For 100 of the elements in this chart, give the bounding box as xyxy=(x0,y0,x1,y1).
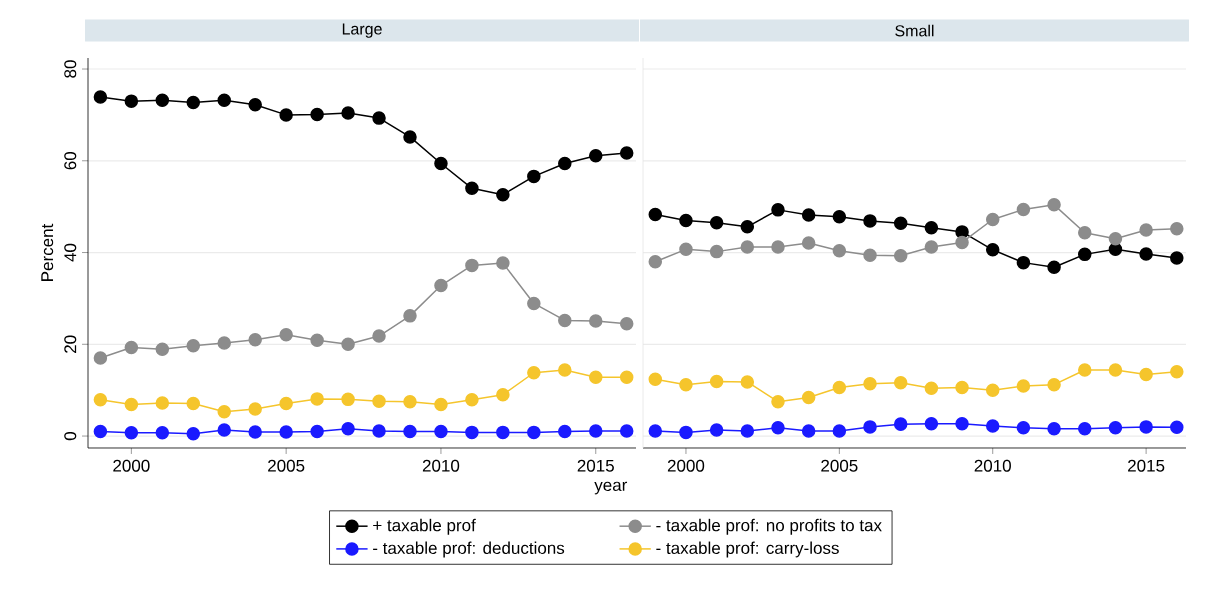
point xyxy=(709,215,724,230)
point xyxy=(1139,247,1153,261)
point xyxy=(801,390,816,405)
point xyxy=(648,207,663,222)
point xyxy=(186,396,201,411)
point xyxy=(1016,255,1031,270)
point xyxy=(403,130,417,144)
x-tick-label: 2015 xyxy=(577,459,614,472)
point xyxy=(93,351,108,365)
point xyxy=(496,388,510,402)
point xyxy=(924,221,939,235)
point xyxy=(648,254,663,269)
point xyxy=(801,208,816,222)
point xyxy=(372,111,386,125)
point xyxy=(709,374,724,389)
point xyxy=(1108,232,1123,246)
point xyxy=(217,336,231,350)
y-tick-label: 60 xyxy=(64,152,77,170)
point xyxy=(985,243,1000,257)
point xyxy=(465,393,479,407)
point xyxy=(465,181,479,196)
point xyxy=(403,394,417,409)
point xyxy=(863,214,877,228)
point xyxy=(217,423,231,437)
point xyxy=(589,148,603,163)
legend-label: + taxable prof xyxy=(373,518,476,535)
point xyxy=(434,278,448,293)
point xyxy=(155,93,170,107)
point xyxy=(186,427,201,441)
point xyxy=(155,396,170,410)
point xyxy=(372,394,386,408)
point xyxy=(863,377,877,391)
point xyxy=(217,404,231,419)
point xyxy=(740,220,755,234)
point xyxy=(832,210,847,224)
point xyxy=(589,314,603,328)
x-tick-label: 2005 xyxy=(821,459,858,472)
point xyxy=(527,425,541,440)
point xyxy=(1016,421,1031,435)
point xyxy=(93,90,108,104)
point xyxy=(709,423,724,437)
point xyxy=(1078,247,1092,262)
point xyxy=(248,425,262,439)
point xyxy=(1139,367,1153,382)
point xyxy=(955,235,969,250)
point xyxy=(248,332,262,347)
point xyxy=(434,397,448,412)
point xyxy=(434,156,448,171)
point xyxy=(558,313,572,328)
point xyxy=(279,396,293,411)
point xyxy=(679,377,693,392)
point xyxy=(341,421,355,436)
point xyxy=(832,424,847,438)
point xyxy=(527,366,541,380)
point xyxy=(1170,221,1184,236)
point xyxy=(496,187,510,202)
point xyxy=(341,337,355,352)
point xyxy=(310,107,324,122)
point xyxy=(924,240,939,254)
point xyxy=(1047,377,1061,392)
x-tick-label: 2010 xyxy=(422,459,460,472)
point xyxy=(527,169,541,184)
point xyxy=(279,327,293,342)
point xyxy=(1170,420,1184,435)
point xyxy=(1078,226,1092,240)
point xyxy=(619,316,634,331)
point xyxy=(985,212,1000,227)
point xyxy=(217,93,231,107)
point xyxy=(771,203,785,217)
point xyxy=(558,156,572,171)
x-axis-title: year xyxy=(594,481,628,495)
legend-label: - taxable prof: deductions xyxy=(373,541,565,558)
point xyxy=(648,424,663,438)
point xyxy=(863,420,877,434)
x-tick-label: 2000 xyxy=(667,459,705,472)
point xyxy=(248,402,262,416)
y-tick-label: 0 xyxy=(64,432,77,441)
point xyxy=(527,296,541,311)
point xyxy=(372,329,386,343)
point xyxy=(832,380,847,395)
point xyxy=(279,108,293,122)
point xyxy=(985,383,1000,397)
point xyxy=(1078,421,1092,436)
point xyxy=(403,309,417,323)
point xyxy=(403,424,417,439)
point xyxy=(155,426,170,440)
legend-label: - taxable prof: no profits to tax xyxy=(656,518,882,535)
point xyxy=(924,416,939,431)
y-axis-title: Percent xyxy=(41,223,54,281)
point xyxy=(496,256,510,270)
legend-label: - taxable prof: carry-loss xyxy=(656,541,839,558)
chart-title: Small xyxy=(895,24,934,37)
point xyxy=(589,370,603,385)
point xyxy=(740,240,755,254)
point xyxy=(863,248,877,263)
point xyxy=(740,424,755,438)
point xyxy=(924,381,939,396)
point xyxy=(832,243,847,258)
point xyxy=(619,146,634,160)
x-tick-label: 2010 xyxy=(974,459,1011,472)
